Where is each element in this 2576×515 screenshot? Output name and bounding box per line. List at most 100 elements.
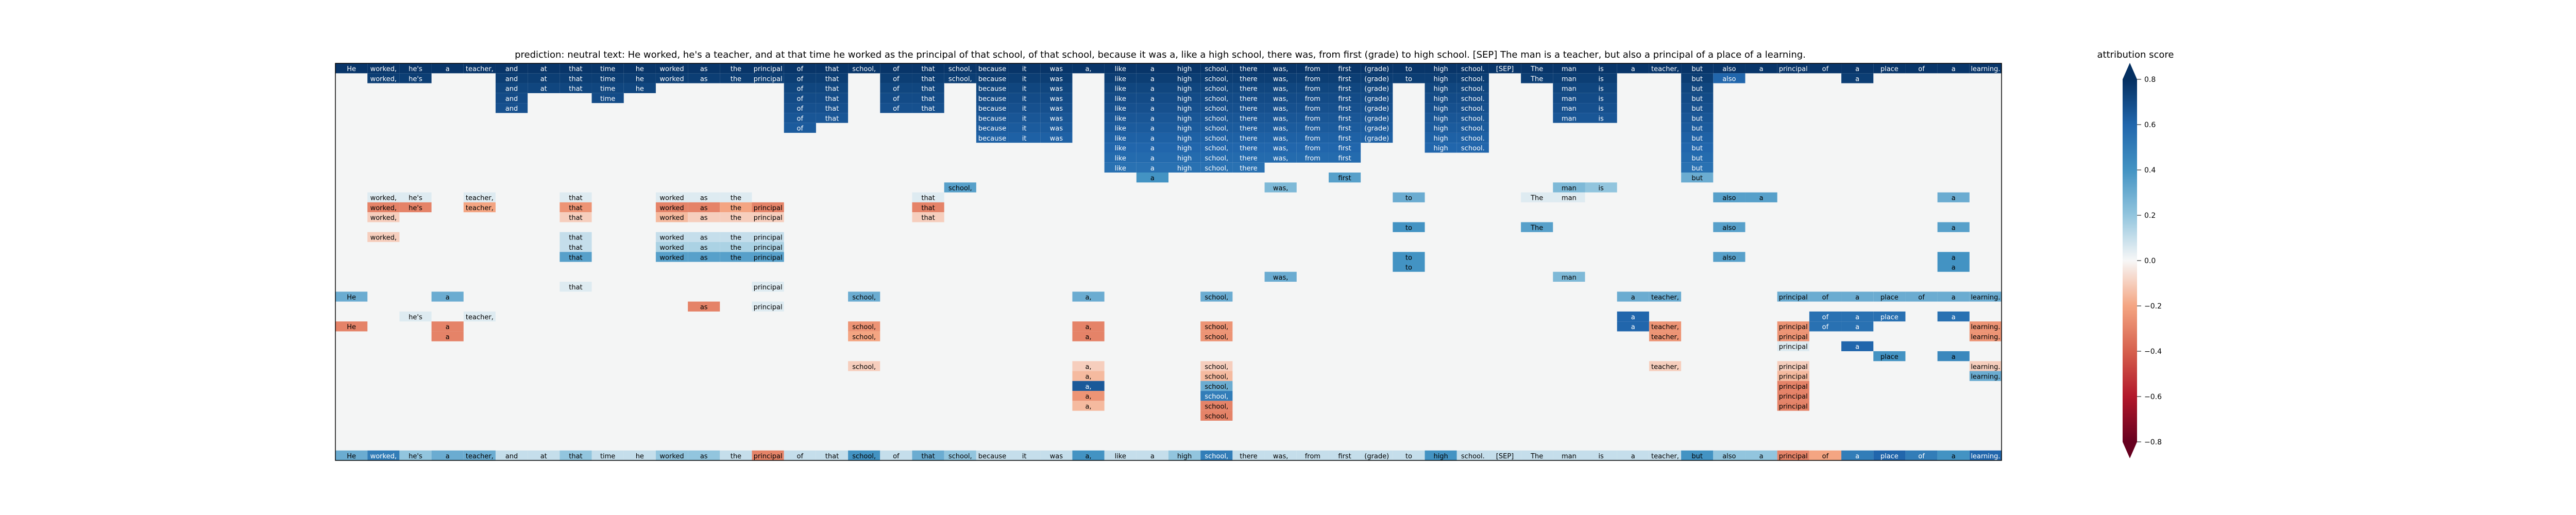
token-cell-label: because (978, 453, 1006, 460)
heat-cell-label: to (1405, 264, 1412, 272)
heat-cell (367, 192, 400, 202)
heat-cell-label: school, (1205, 145, 1228, 152)
heat-cell-label: man (1562, 75, 1577, 83)
token-cell-label: that (825, 453, 839, 460)
heat-cell (1328, 103, 1361, 113)
heat-cell (1649, 331, 1682, 341)
heat-cell-label: was (1050, 95, 1063, 103)
heat-cell (1104, 73, 1137, 83)
token-cell (1553, 450, 1585, 460)
heat-cell (1072, 321, 1105, 332)
heat-cell (944, 63, 976, 74)
heat-cell-label: He (347, 65, 356, 73)
token-cell-label: that (921, 453, 935, 460)
token-cell (1456, 450, 1489, 460)
token-cell (1008, 450, 1041, 460)
token-cell (367, 450, 400, 460)
token-cell-label: teacher, (466, 453, 494, 460)
heat-cell-label: high (1433, 95, 1448, 103)
heat-cell-label: principal (1779, 403, 1808, 410)
heat-cell (1841, 321, 1874, 332)
heat-cell (1681, 162, 1714, 173)
heat-cell (1008, 63, 1041, 74)
heat-cell (1296, 113, 1329, 123)
heat-cell-label: school. (1461, 105, 1485, 113)
heat-cell (1937, 311, 1970, 322)
heat-cell (1809, 291, 1842, 302)
heat-cell (1681, 83, 1714, 93)
heat-cell-label: of (893, 105, 900, 113)
heat-cell-label: school, (1205, 115, 1228, 123)
heat-cell-label: he's (409, 195, 422, 202)
heat-cell (1393, 192, 1425, 202)
heat-cell (784, 113, 816, 123)
heat-cell-label: man (1562, 115, 1577, 123)
heat-cell-label: but (1691, 75, 1703, 83)
colorbar-bottom-arrow (2123, 442, 2137, 458)
heat-cell-label: first (1338, 95, 1351, 103)
heat-cell (1072, 361, 1105, 371)
heat-cell-label: he's (409, 75, 422, 83)
heat-cell-label: from (1305, 145, 1320, 152)
heat-cell (912, 103, 944, 113)
heat-cell-label: worked (659, 244, 684, 252)
token-cell (1649, 450, 1682, 460)
heat-cell (528, 83, 560, 93)
heat-cell-label: high (1433, 145, 1448, 152)
colorbar-label: attribution score (2097, 49, 2174, 60)
heat-cell-label: like (1115, 115, 1126, 123)
heat-cell (1681, 73, 1714, 83)
heat-cell (1168, 113, 1201, 123)
heat-cell (1777, 321, 1809, 332)
heat-cell-label: worked (659, 75, 684, 83)
heat-cell-label: there (1240, 135, 1257, 143)
heat-cell-label: a (1855, 314, 1859, 321)
heat-cell-label: was, (1273, 115, 1289, 123)
heat-cell (1104, 162, 1137, 173)
token-cell (495, 450, 528, 460)
heat-cell (1553, 103, 1585, 113)
heat-cell (688, 301, 720, 312)
heat-cell (335, 321, 368, 332)
heat-cell (1361, 93, 1393, 104)
heat-cell-label: high (1177, 85, 1192, 93)
heat-cell-label: that (921, 204, 935, 212)
heat-cell-label: (grade) (1364, 135, 1389, 143)
heat-cell-label: and (505, 105, 518, 113)
heat-cell-label: but (1691, 115, 1703, 123)
heat-cell (1296, 123, 1329, 133)
heat-cell (1713, 192, 1745, 202)
heat-cell-label: high (1177, 115, 1192, 123)
colorbar-tick-label: 0.2 (2144, 212, 2156, 220)
heat-cell (1456, 132, 1489, 143)
heat-cell (816, 93, 849, 104)
heat-cell (1296, 83, 1329, 93)
heat-cell (1008, 123, 1041, 133)
heat-cell (495, 63, 528, 74)
heat-cell-label: a (1759, 65, 1764, 73)
token-cell (1040, 450, 1073, 460)
token-cell (720, 450, 752, 460)
heat-cell (1713, 63, 1745, 74)
heat-cell-label: principal (1779, 383, 1808, 391)
heat-cell-label: that (825, 85, 839, 93)
heat-cell (1585, 73, 1617, 83)
heat-cell-label: that (569, 254, 582, 262)
heat-cell (1937, 291, 1970, 302)
heat-cell (1488, 63, 1521, 74)
token-cell-label: is (1598, 453, 1604, 460)
token-cell (880, 450, 912, 460)
heat-cell (912, 73, 944, 83)
heat-cell (1200, 291, 1233, 302)
heat-cell-label: The (1530, 195, 1543, 202)
heat-cell (1681, 173, 1714, 183)
token-cell-label: school, (852, 453, 876, 460)
heat-cell-label: a (1631, 65, 1635, 73)
heat-cell (1361, 103, 1393, 113)
heat-cell-label: first (1338, 115, 1351, 123)
heat-cell-label: worked (659, 65, 684, 73)
heat-cell (1969, 321, 2002, 332)
heat-cell-label: a, (1085, 393, 1091, 401)
heat-cell-label: worked (659, 195, 684, 202)
